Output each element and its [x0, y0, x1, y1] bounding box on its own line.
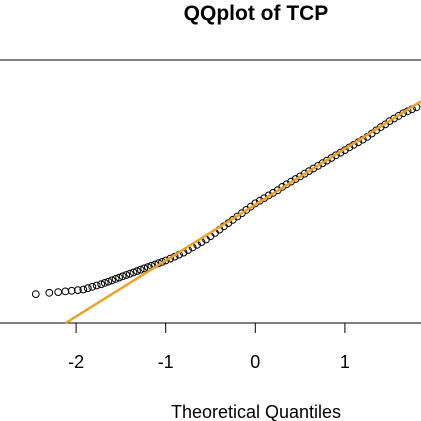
data-point — [390, 114, 399, 123]
data-point — [88, 282, 97, 291]
data-point — [300, 169, 309, 178]
data-point — [136, 265, 145, 274]
x-axis-label: Theoretical Quantiles — [171, 402, 341, 421]
data-point — [31, 290, 40, 299]
data-point — [161, 256, 170, 265]
data-point — [125, 269, 134, 278]
data-point — [323, 156, 331, 165]
data-point — [140, 264, 149, 273]
x-tick-label: 1 — [340, 352, 350, 372]
data-point — [108, 276, 116, 285]
data-point — [385, 117, 394, 125]
data-point — [394, 112, 403, 120]
data-point — [83, 284, 92, 293]
data-point — [74, 286, 82, 295]
x-tick-label: 0 — [250, 352, 260, 372]
data-point — [45, 288, 54, 297]
data-point — [291, 175, 300, 183]
x-tick-label: -1 — [158, 352, 174, 372]
data-point — [129, 268, 138, 277]
data-point — [118, 272, 127, 281]
data-point — [314, 162, 322, 170]
data-point — [100, 279, 109, 287]
data-point — [318, 159, 327, 168]
data-point — [67, 286, 76, 295]
reference-line — [64, 100, 421, 325]
x-tick-label: -2 — [68, 352, 84, 372]
data-point — [296, 172, 305, 181]
data-point — [122, 271, 131, 279]
data-point — [92, 281, 101, 290]
data-point — [133, 267, 141, 276]
data-point — [111, 275, 120, 283]
data-point — [115, 273, 123, 282]
data-point — [309, 164, 318, 173]
data-point — [104, 277, 113, 286]
data-point — [54, 288, 63, 297]
data-point — [97, 280, 106, 289]
chart-title: QQplot of TCP — [184, 2, 329, 25]
data-points — [31, 103, 421, 299]
data-point — [61, 287, 70, 296]
data-point — [79, 285, 88, 294]
data-point — [305, 167, 313, 176]
x-axis-ticks: -2 -1 0 1 — [68, 323, 350, 372]
